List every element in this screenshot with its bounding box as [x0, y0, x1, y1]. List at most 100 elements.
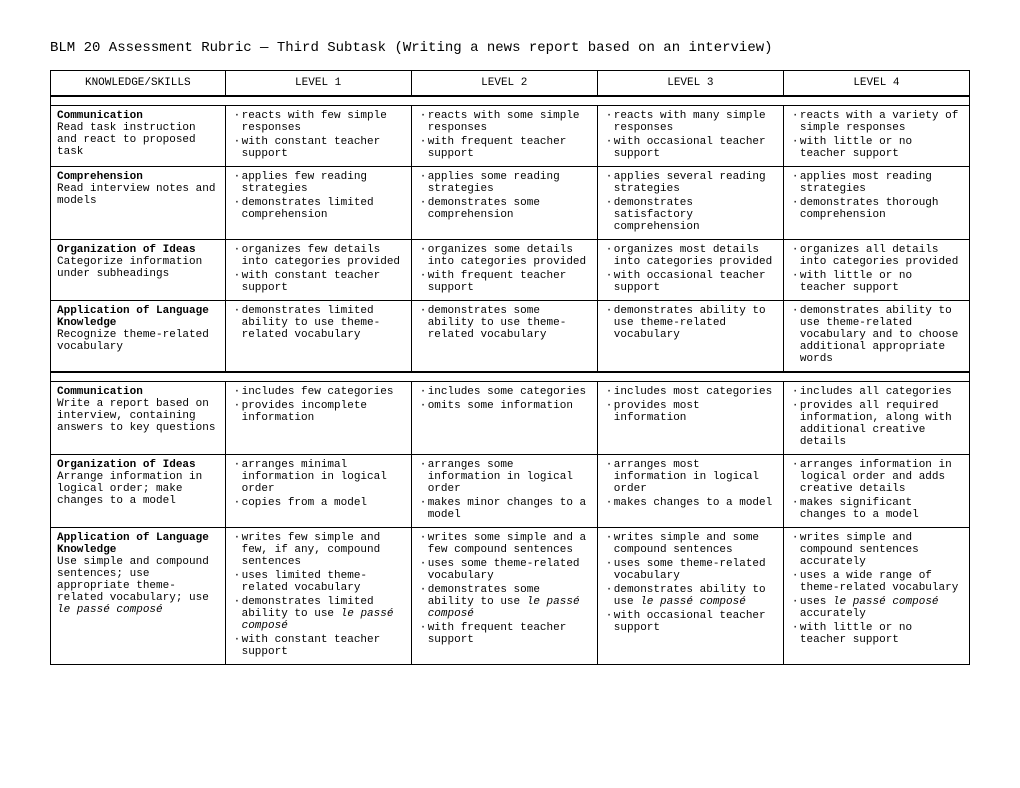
- level-cell: includes most categories provides most in…: [597, 382, 783, 455]
- bullet-item: demonstrates thorough comprehension: [800, 197, 963, 221]
- bullet-item: demonstrates some ability to use le pass…: [428, 584, 591, 620]
- header-level-4: LEVEL 4: [783, 71, 969, 97]
- level-cell: arranges information in logical order an…: [783, 455, 969, 528]
- level-cell: applies several reading strategiesdemons…: [597, 167, 783, 240]
- bullet-list: arranges some information in logical ord…: [418, 459, 591, 521]
- level-cell: writes few simple and few, if any, compo…: [225, 528, 411, 665]
- category-subtext: Use simple and compound sentences; use a…: [57, 556, 219, 616]
- category-title: Application of Language Knowledge: [57, 305, 209, 329]
- bullet-item: demonstrates limited ability to use le p…: [242, 596, 405, 632]
- bullet-list: organizes most details into categories p…: [604, 244, 777, 294]
- bullet-item: demonstrates ability to use theme-relate…: [800, 305, 963, 365]
- bullet-item: demonstrates some comprehension: [428, 197, 591, 221]
- level-cell: includes all categories provides all requ…: [783, 382, 969, 455]
- level-cell: writes simple and some compound sentence…: [597, 528, 783, 665]
- bullet-list: writes simple and some compound sentence…: [604, 532, 777, 634]
- bullet-list: organizes few details into categories pr…: [232, 244, 405, 294]
- bullet-item: demonstrates ability to use le passé com…: [614, 584, 777, 608]
- level-cell: demonstrates ability to use theme-relate…: [783, 301, 969, 373]
- header-knowledge-skills: KNOWLEDGE/SKILLS: [51, 71, 226, 97]
- bullet-list: organizes all details into categories pr…: [790, 244, 963, 294]
- level-cell: reacts with a variety of simple response…: [783, 106, 969, 167]
- level-cell: organizes all details into categories pr…: [783, 240, 969, 301]
- table-row: CommunicationWrite a report based on int…: [51, 382, 970, 455]
- header-row: KNOWLEDGE/SKILLS LEVEL 1 LEVEL 2 LEVEL 3…: [51, 71, 970, 97]
- bullet-item: applies some reading strategies: [428, 171, 591, 195]
- header-level-2: LEVEL 2: [411, 71, 597, 97]
- bullet-item: applies most reading strategies: [800, 171, 963, 195]
- table-row: CommunicationRead task instruction and r…: [51, 106, 970, 167]
- header-level-1: LEVEL 1: [225, 71, 411, 97]
- level-cell: demonstrates ability to use theme-relate…: [597, 301, 783, 373]
- category-cell: CommunicationWrite a report based on int…: [51, 382, 226, 455]
- bullet-item: writes simple and some compound sentence…: [614, 532, 777, 556]
- spacer-row: [51, 372, 970, 382]
- bullet-list: writes simple and compound sentences acc…: [790, 532, 963, 646]
- bullet-item: organizes all details into categories pr…: [800, 244, 963, 268]
- page-title: BLM 20 Assessment Rubric — Third Subtask…: [50, 40, 970, 56]
- bullet-item: includes few categories: [242, 386, 405, 398]
- category-title: Communication: [57, 386, 143, 398]
- bullet-item: reacts with few simple responses: [242, 110, 405, 134]
- level-cell: demonstrates limited ability to use them…: [225, 301, 411, 373]
- category-subtext: Categorize information under subheadings: [57, 256, 219, 280]
- level-cell: writes simple and compound sentences acc…: [783, 528, 969, 665]
- table-row: ComprehensionRead interview notes and mo…: [51, 167, 970, 240]
- bullet-item: with occasional teacher support: [614, 136, 777, 160]
- header-level-3: LEVEL 3: [597, 71, 783, 97]
- category-cell: Application of Language KnowledgeUse sim…: [51, 528, 226, 665]
- table-row: Application of Language KnowledgeUse sim…: [51, 528, 970, 665]
- bullet-list: demonstrates some ability to use theme-r…: [418, 305, 591, 341]
- bullet-item: includes most categories: [614, 386, 777, 398]
- level-cell: arranges most information in logical ord…: [597, 455, 783, 528]
- bullet-item: uses some theme-related vocabulary: [614, 558, 777, 582]
- bullet-item: provides all required information, along…: [800, 400, 963, 448]
- bullet-item: applies several reading strategies: [614, 171, 777, 195]
- bullet-list: applies most reading strategiesdemonstra…: [790, 171, 963, 221]
- bullet-item: arranges minimal information in logical …: [242, 459, 405, 495]
- table-row: Application of Language KnowledgeRecogni…: [51, 301, 970, 373]
- category-subtext: Arrange information in logical order; ma…: [57, 471, 219, 507]
- bullet-item: provides most information: [614, 400, 777, 424]
- bullet-item: demonstrates some ability to use theme-r…: [428, 305, 591, 341]
- bullet-item: applies few reading strategies: [242, 171, 405, 195]
- category-cell: Organization of IdeasCategorize informat…: [51, 240, 226, 301]
- bullet-item: with occasional teacher support: [614, 610, 777, 634]
- spacer-row: [51, 96, 970, 106]
- bullet-item: with little or no teacher support: [800, 136, 963, 160]
- bullet-list: applies some reading strategiesdemonstra…: [418, 171, 591, 221]
- category-title: Application of Language Knowledge: [57, 532, 209, 556]
- bullet-list: arranges information in logical order an…: [790, 459, 963, 521]
- bullet-item: demonstrates satisfactory comprehension: [614, 197, 777, 233]
- bullet-item: makes significant changes to a model: [800, 497, 963, 521]
- bullet-item: omits some information: [428, 400, 591, 412]
- level-cell: writes some simple and a few compound se…: [411, 528, 597, 665]
- bullet-item: with little or no teacher support: [800, 622, 963, 646]
- level-cell: demonstrates some ability to use theme-r…: [411, 301, 597, 373]
- level-cell: organizes some details into categories p…: [411, 240, 597, 301]
- category-subtext: Recognize theme-related vocabulary: [57, 329, 219, 353]
- bullet-list: arranges most information in logical ord…: [604, 459, 777, 509]
- bullet-item: reacts with many simple responses: [614, 110, 777, 134]
- level-cell: arranges some information in logical ord…: [411, 455, 597, 528]
- bullet-list: writes few simple and few, if any, compo…: [232, 532, 405, 658]
- level-cell: applies most reading strategiesdemonstra…: [783, 167, 969, 240]
- bullet-item: organizes most details into categories p…: [614, 244, 777, 268]
- category-subtext: Read interview notes and models: [57, 183, 219, 207]
- bullet-list: reacts with some simple responseswith fr…: [418, 110, 591, 160]
- level-cell: applies few reading strategiesdemonstrat…: [225, 167, 411, 240]
- bullet-list: includes few categoriesprovides incomple…: [232, 386, 405, 424]
- bullet-item: with constant teacher support: [242, 270, 405, 294]
- rubric-body: CommunicationRead task instruction and r…: [51, 96, 970, 665]
- level-cell: reacts with some simple responseswith fr…: [411, 106, 597, 167]
- bullet-item: includes some categories: [428, 386, 591, 398]
- bullet-item: includes all categories: [800, 386, 963, 398]
- bullet-item: with constant teacher support: [242, 634, 405, 658]
- category-cell: CommunicationRead task instruction and r…: [51, 106, 226, 167]
- bullet-item: with constant teacher support: [242, 136, 405, 160]
- bullet-list: reacts with many simple responseswith oc…: [604, 110, 777, 160]
- bullet-item: writes few simple and few, if any, compo…: [242, 532, 405, 568]
- level-cell: includes few categoriesprovides incomple…: [225, 382, 411, 455]
- category-cell: Organization of IdeasArrange information…: [51, 455, 226, 528]
- level-cell: arranges minimal information in logical …: [225, 455, 411, 528]
